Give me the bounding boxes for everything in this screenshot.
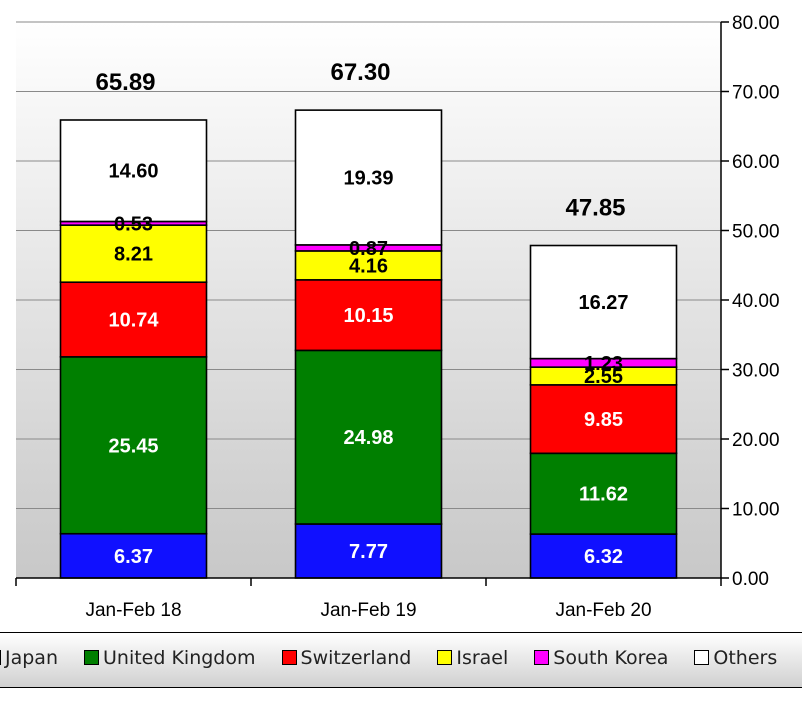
y-tick-label: 20.00 [732, 430, 780, 451]
x-tick-label: Jan-Feb 18 [85, 600, 181, 621]
bar-segment [294, 250, 443, 281]
legend-swatch [84, 650, 99, 665]
data-label: 25.45 [108, 435, 158, 457]
x-tick-label: Jan-Feb 20 [555, 600, 651, 621]
data-label: 16.27 [578, 292, 628, 314]
legend-swatch [534, 650, 550, 665]
data-label: 6.37 [114, 546, 153, 568]
legend-swatch [281, 650, 297, 665]
y-tick-label: 50.00 [732, 222, 780, 243]
bar-segment [294, 349, 443, 525]
bar-segment [529, 244, 678, 360]
total-label: 65.89 [95, 69, 155, 96]
data-label: 10.15 [343, 305, 393, 327]
data-label: 0.53 [114, 213, 153, 235]
bar-segment [294, 523, 443, 579]
legend-item: Israel [437, 647, 508, 669]
legend-label: Japan [5, 647, 58, 669]
y-tick-label: 60.00 [732, 152, 780, 173]
data-label: 11.62 [579, 484, 628, 506]
bar-segment [529, 533, 678, 579]
legend-item: Others [694, 647, 777, 669]
data-label: 9.85 [584, 409, 623, 431]
legend-label: Switzerland [300, 647, 412, 669]
legend-item: Japan [0, 647, 58, 669]
bar-segment [59, 356, 208, 535]
y-tick-label: 30.00 [732, 361, 780, 382]
bar-segment [529, 452, 678, 535]
data-label: 1.23 [584, 353, 623, 375]
legend-label: United Kingdom [103, 647, 256, 669]
legend-swatch [694, 650, 710, 665]
y-tick-label: 10.00 [732, 500, 780, 521]
data-label: 14.60 [108, 161, 158, 183]
legend-swatch [0, 650, 1, 665]
data-label: 24.98 [343, 427, 393, 449]
data-label: 8.21 [114, 244, 153, 266]
chart-svg: 0.00 10.00 20.00 30.00 40.00 50.00 60.00 70.00 8… [15, 13, 780, 621]
data-label: 19.39 [343, 168, 393, 190]
bar-segment [294, 109, 443, 246]
y-tick-label: 40.00 [732, 291, 780, 312]
legend-label: Others [713, 647, 778, 669]
data-label: 2.55 [584, 366, 623, 388]
total-label: 67.30 [330, 59, 390, 86]
legend: Japan United Kingdom Switzerland Israel Sout… [0, 632, 802, 688]
data-label: 6.32 [584, 546, 623, 568]
bar-segment [59, 281, 208, 358]
legend-item: South Korea [534, 647, 668, 669]
legend-swatch [437, 650, 453, 665]
data-label: 7.77 [349, 541, 388, 563]
x-tick-label: Jan-Feb 19 [320, 600, 416, 621]
data-label: 0.87 [349, 238, 388, 260]
y-tick-label: 70.00 [732, 83, 780, 104]
bar-segment [59, 224, 208, 284]
data-label: 10.74 [108, 310, 159, 332]
bar-segment [59, 532, 208, 579]
bar-segment [59, 119, 208, 223]
legend-item: United Kingdom [84, 647, 256, 669]
legend-label: South Korea [553, 647, 669, 669]
total-label: 47.85 [565, 195, 625, 222]
legend-item: Switzerland [281, 647, 412, 669]
data-label: 4.16 [349, 255, 388, 277]
y-tick-label: 80.00 [732, 13, 780, 34]
legend-label: Israel [456, 647, 509, 669]
y-tick-label: 0.00 [732, 569, 769, 590]
